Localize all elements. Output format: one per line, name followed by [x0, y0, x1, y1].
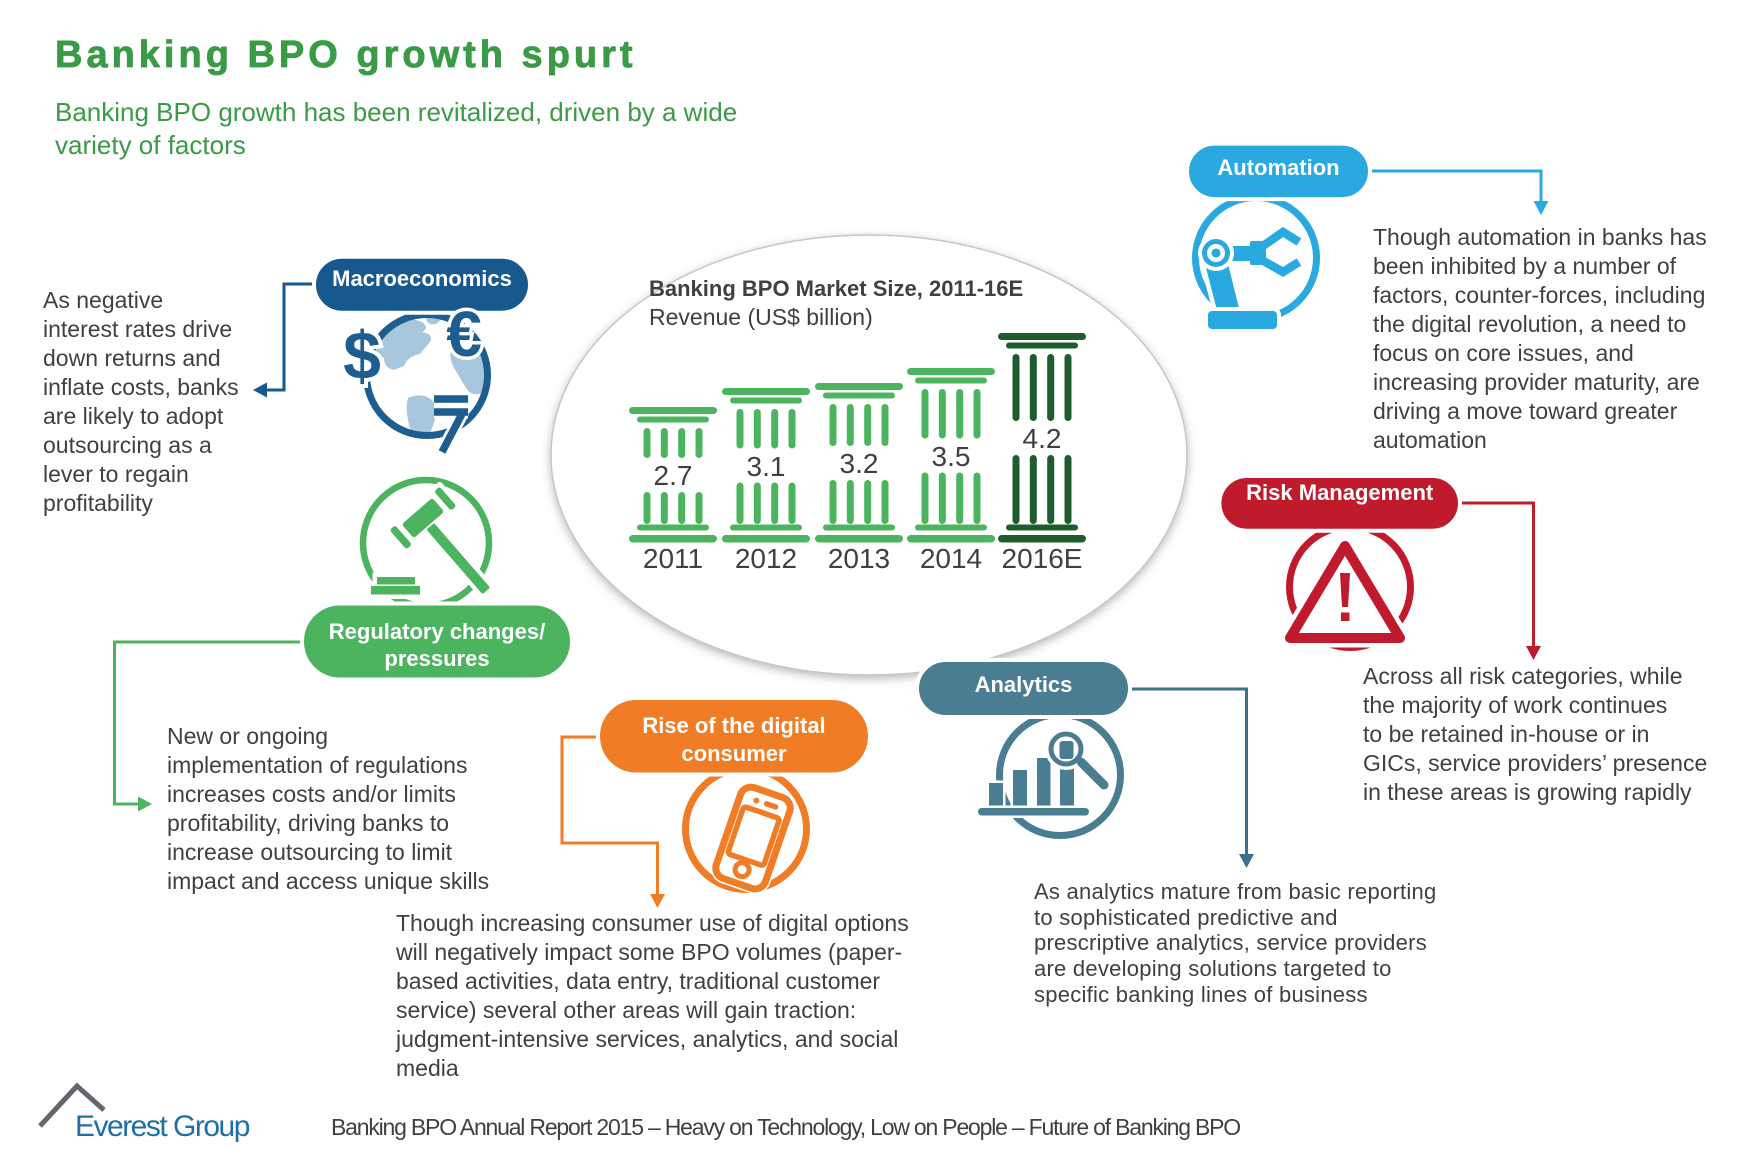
- svg-text:Rise of the digital: Rise of the digital: [642, 713, 825, 738]
- svg-text:3.1: 3.1: [747, 451, 786, 482]
- svg-text:Automation: Automation: [1217, 155, 1339, 180]
- svg-text:Banking BPO Market Size, 2011-: Banking BPO Market Size, 2011-16E: [649, 276, 1023, 301]
- svg-text:4.2: 4.2: [1023, 423, 1062, 454]
- svg-text:Analytics: Analytics: [975, 672, 1073, 697]
- svg-text:2011: 2011: [643, 543, 703, 574]
- svg-text:2014: 2014: [920, 543, 982, 574]
- svg-text:2.7: 2.7: [654, 460, 693, 491]
- svg-text:Macroeconomics: Macroeconomics: [332, 266, 512, 291]
- svg-text:2016E: 2016E: [1002, 543, 1083, 574]
- svg-text:3.2: 3.2: [840, 448, 879, 479]
- svg-text:€: €: [446, 298, 482, 370]
- svg-text:2013: 2013: [828, 543, 890, 574]
- svg-text:Revenue (US$ billion): Revenue (US$ billion): [649, 304, 873, 330]
- svg-text:$: $: [343, 318, 381, 394]
- svg-text:Regulatory changes/: Regulatory changes/: [329, 619, 545, 644]
- svg-text:Risk Management: Risk Management: [1246, 480, 1434, 505]
- svg-text:consumer: consumer: [681, 741, 787, 766]
- svg-text:pressures: pressures: [384, 646, 489, 671]
- svg-text:2012: 2012: [735, 543, 797, 574]
- svg-text:3.5: 3.5: [932, 441, 971, 472]
